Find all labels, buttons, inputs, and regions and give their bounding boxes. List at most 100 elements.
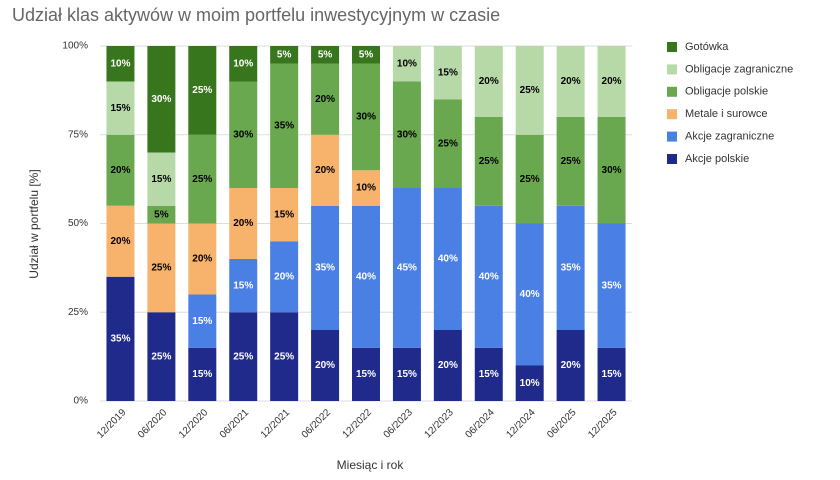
bar-segment — [433, 46, 462, 100]
legend-swatch — [667, 109, 677, 120]
data-label: 15% — [151, 174, 171, 185]
x-tick-label: 12/2019 — [95, 407, 129, 441]
bar-segment — [147, 205, 176, 224]
data-label: 30% — [397, 129, 417, 140]
bar-segment — [311, 134, 340, 206]
bar-segment — [597, 46, 626, 117]
data-label: 45% — [397, 263, 417, 274]
x-tick-label: 12/2021 — [259, 407, 293, 441]
bar-segment — [433, 188, 462, 330]
bar-segment — [229, 81, 258, 188]
data-label: 25% — [520, 174, 540, 185]
x-tick-label: 06/2022 — [300, 407, 334, 441]
data-label: 35% — [274, 121, 294, 132]
data-label: 35% — [561, 263, 581, 274]
data-label: 20% — [192, 254, 212, 265]
data-label: 25% — [151, 263, 171, 274]
bar-segment — [556, 330, 585, 401]
bar-segment — [515, 365, 544, 401]
data-label: 20% — [110, 165, 130, 176]
data-label: 10% — [356, 183, 376, 194]
data-label: 20% — [233, 218, 253, 229]
data-label: 5% — [277, 50, 292, 61]
data-label: 30% — [151, 94, 171, 105]
data-label: 10% — [520, 378, 540, 389]
bar-segment — [474, 117, 503, 206]
y-tick-label: 75% — [68, 129, 88, 140]
data-label: 25% — [438, 138, 458, 149]
data-label: 20% — [438, 360, 458, 371]
x-tick-label: 06/2025 — [545, 407, 579, 441]
bar-segment — [556, 46, 585, 117]
legend-swatch — [667, 154, 677, 164]
data-label: 40% — [356, 271, 376, 282]
bar-segment — [311, 46, 340, 64]
bar-segment — [352, 46, 380, 64]
bar-segment — [147, 223, 176, 313]
bar-segment — [597, 223, 626, 348]
bar-segment — [311, 63, 340, 135]
bar-segment — [147, 152, 176, 206]
data-label: 25% — [479, 156, 499, 167]
legend-swatch — [667, 86, 677, 97]
y-tick-label: 0% — [74, 396, 89, 407]
legend-label: Obligacje polskie — [685, 86, 768, 98]
data-label: 20% — [602, 76, 622, 87]
bar-segment — [188, 134, 217, 224]
data-label: 40% — [520, 289, 540, 300]
bar-segment — [597, 117, 626, 224]
bar-segment — [515, 134, 544, 224]
bar-segment — [106, 276, 135, 401]
bar-segment — [474, 46, 503, 117]
data-label: 15% — [110, 103, 130, 114]
x-tick-label: 12/2024 — [504, 407, 538, 441]
legend-label: Obligacje zagraniczne — [685, 63, 793, 75]
data-label: 15% — [438, 67, 458, 78]
data-label: 10% — [397, 58, 417, 69]
bar-segment — [433, 99, 462, 188]
bar-segment — [597, 347, 626, 401]
data-label: 35% — [602, 280, 622, 291]
bar-segment — [433, 330, 462, 401]
bar-segment — [352, 205, 380, 348]
bar-segment — [188, 223, 217, 295]
legend-swatch — [667, 42, 677, 52]
data-label: 15% — [192, 369, 212, 380]
bar-segment — [147, 312, 176, 401]
bar-segment — [474, 347, 503, 401]
data-label: 15% — [233, 280, 253, 291]
data-label: 35% — [315, 263, 335, 274]
bar-segment — [352, 170, 380, 206]
x-tick-label: 06/2023 — [382, 407, 416, 441]
data-label: 20% — [315, 94, 335, 105]
data-label: 25% — [233, 351, 253, 362]
x-tick-label: 06/2020 — [136, 407, 170, 441]
bar-segment — [474, 205, 503, 348]
data-label: 20% — [479, 76, 499, 87]
data-label: 15% — [479, 369, 499, 380]
bar-segment — [270, 241, 299, 313]
bar-segment — [515, 223, 544, 366]
data-label: 30% — [233, 129, 253, 140]
data-label: 10% — [233, 58, 253, 69]
data-label: 15% — [192, 316, 212, 327]
x-tick-label: 12/2022 — [341, 407, 375, 441]
bar-segment — [392, 46, 421, 82]
bar-segment — [556, 117, 585, 206]
bar-segment — [311, 330, 340, 401]
x-tick-label: 06/2021 — [218, 407, 252, 441]
data-label: 25% — [192, 85, 212, 96]
bar-segment — [556, 205, 585, 330]
data-label: 40% — [438, 254, 458, 265]
legend-swatch — [667, 64, 677, 75]
y-axis-title: Udział w portfelu [%] — [27, 169, 41, 278]
bar-segment — [352, 63, 380, 171]
data-label: 20% — [110, 236, 130, 247]
x-tick-label: 12/2025 — [586, 407, 620, 441]
data-label: 15% — [397, 369, 417, 380]
data-label: 5% — [318, 50, 333, 61]
bar-segment — [270, 46, 299, 64]
bar-segment — [188, 294, 217, 348]
chart-title: Udział klas aktywów w moim portfelu inwe… — [12, 5, 500, 25]
